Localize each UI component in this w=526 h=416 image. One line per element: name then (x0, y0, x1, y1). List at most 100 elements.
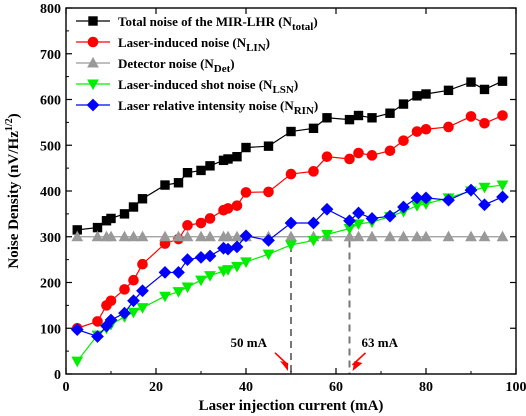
data-point (70, 323, 84, 336)
data-point (241, 142, 251, 153)
data-point (181, 282, 194, 294)
data-point (352, 230, 365, 242)
data-point (308, 123, 319, 134)
data-point (222, 265, 234, 276)
data-point (384, 230, 396, 242)
y-tick-label: 700 (40, 48, 61, 63)
y-axis-label: Noise Density (nV/Hz1/2) (4, 113, 22, 268)
data-point (443, 121, 454, 133)
legend-label-close: ) (266, 35, 270, 50)
data-point (230, 240, 244, 254)
data-point (285, 240, 297, 252)
data-point (231, 200, 243, 211)
legend-label-sub: total (292, 21, 313, 33)
data-point (385, 108, 395, 118)
data-point (307, 235, 320, 247)
data-point (263, 141, 274, 151)
data-point (232, 151, 242, 162)
legend-label: Laser relative intensity noise (NRIN) (118, 98, 318, 117)
legend-label-main: Laser-induced shot noise (N (118, 77, 273, 92)
y-axis-label-sup: 1/2 (4, 118, 15, 131)
data-point (353, 110, 364, 121)
legend-entry: Total noise of the MIR-LHR (Ntotal) (76, 14, 318, 33)
data-point (172, 266, 185, 279)
data-point (479, 84, 490, 95)
data-point (128, 202, 139, 212)
legend-label-close: ) (313, 14, 317, 29)
legend-label-sub: Det (214, 63, 231, 75)
series-Det (71, 230, 509, 242)
data-point (478, 198, 491, 212)
data-point (366, 150, 378, 161)
annotation-label: 50 mA (231, 335, 268, 350)
data-point (496, 180, 509, 192)
data-point (365, 212, 379, 225)
data-point (159, 291, 171, 303)
data-point (343, 214, 356, 228)
axes: 0 20 40 60 80 100 0 100 200 300 400 500 600 700 800 (40, 2, 526, 395)
data-point (466, 77, 476, 87)
data-point (205, 161, 215, 171)
data-point (91, 330, 104, 343)
data-point (196, 165, 206, 176)
data-point (136, 303, 149, 314)
legend-label-close: ) (230, 56, 234, 71)
data-point (465, 230, 477, 242)
data-point (496, 190, 509, 204)
legend-label-main: Detector noise (N (118, 56, 214, 71)
data-point (239, 229, 253, 243)
data-point (384, 145, 396, 157)
data-point (240, 187, 252, 198)
data-point (344, 153, 355, 165)
data-point (398, 135, 409, 146)
x-tick-label: 40 (239, 380, 253, 395)
data-point (411, 230, 423, 242)
data-point (478, 182, 491, 194)
data-point (204, 213, 216, 224)
legend-marker (88, 16, 98, 26)
data-point (343, 230, 356, 242)
series-line (76, 184, 503, 362)
legend-label: Detector noise (NDet) (118, 56, 235, 75)
annotation-arrow-head (352, 361, 363, 371)
data-point (398, 99, 409, 109)
data-point (367, 113, 377, 123)
y-tick-label: 0 (54, 368, 61, 383)
data-point (421, 89, 431, 99)
data-point (285, 168, 297, 180)
legend-label-sub: LIN (246, 42, 266, 54)
data-point (308, 166, 319, 177)
x-tick-label: 100 (506, 380, 526, 395)
legend-label: Laser-induced noise (NLIN) (118, 35, 270, 54)
x-tick-label: 20 (149, 380, 163, 395)
data-point (71, 356, 84, 368)
data-point (136, 230, 149, 242)
x-tick-label: 60 (329, 380, 343, 395)
y-tick-label: 400 (40, 185, 61, 200)
y-tick-label: 500 (40, 139, 61, 154)
data-point (366, 230, 378, 242)
data-point (137, 194, 148, 204)
y-tick-label: 200 (40, 277, 61, 292)
data-point (182, 168, 193, 178)
data-point (443, 85, 454, 96)
data-point (231, 261, 243, 273)
data-point (119, 209, 130, 219)
data-point (91, 230, 104, 242)
data-point (352, 206, 365, 220)
data-point (127, 294, 140, 308)
data-point (410, 191, 424, 205)
data-point (106, 213, 116, 224)
series-total (72, 76, 508, 235)
data-point (118, 230, 131, 242)
data-point (420, 123, 432, 135)
data-point (397, 230, 410, 242)
y-tick-label: 300 (40, 231, 61, 246)
legend-label-sub: LSN (272, 84, 293, 96)
series-RIN (70, 183, 509, 343)
data-point (194, 250, 208, 264)
y-tick-label: 800 (40, 2, 61, 17)
data-point (127, 230, 140, 242)
data-point (159, 230, 171, 242)
legend: Total noise of the MIR-LHR (Ntotal) Laser… (76, 14, 318, 117)
